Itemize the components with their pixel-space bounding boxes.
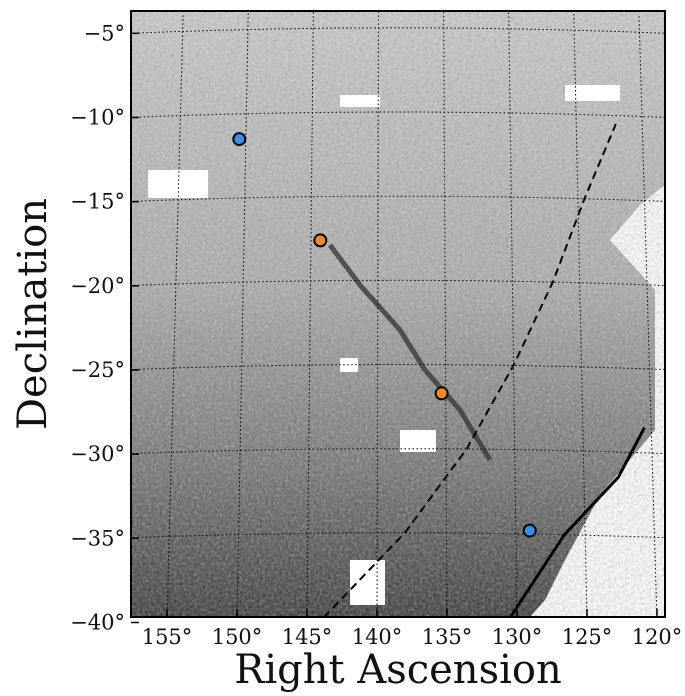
x-tick-label-1: 150° [212, 625, 263, 649]
x-tick-label-7: 120° [632, 625, 683, 649]
x-tick-label-4: 135° [422, 625, 473, 649]
data-point-s1-0 [313, 233, 328, 248]
grid-meridian-5 [508, 11, 518, 617]
gap-3 [340, 95, 380, 107]
y-axis-label: Declination [10, 198, 56, 430]
density-map [131, 11, 665, 617]
gap-6 [148, 170, 208, 198]
plot-frame [130, 10, 666, 618]
x-tick-label-6: 125° [562, 625, 613, 649]
boundary-curves [323, 123, 646, 617]
x-tick-label-5: 130° [492, 625, 543, 649]
data-point-s0-1 [522, 523, 537, 538]
grid-meridian-3 [376, 11, 379, 617]
y-tick-label-3: −20° [70, 274, 125, 298]
gap-1 [400, 430, 436, 452]
x-axis-label: Right Ascension [234, 647, 561, 693]
data-point-s0-0 [232, 132, 247, 147]
y-tick-label-0: −5° [84, 21, 125, 45]
x-tick-label-0: 155° [142, 625, 193, 649]
grid-parallel-0 [131, 27, 665, 34]
coordinate-grid [131, 11, 665, 617]
grid-meridian-1 [236, 12, 249, 617]
y-tick-label-6: −35° [70, 526, 125, 550]
marker-points [232, 132, 537, 538]
curve-solid-1 [508, 427, 646, 617]
gap-5 [350, 560, 385, 605]
grid-parallel-2 [131, 195, 665, 202]
grid-parallel-6 [131, 532, 665, 539]
data-point-s1-1 [434, 386, 449, 401]
y-tick-label-1: −10° [70, 106, 125, 130]
y-tick-label-4: −25° [70, 358, 125, 382]
x-tick-label-3: 140° [352, 625, 403, 649]
y-tick-label-7: −40° [70, 611, 125, 635]
density-texture [131, 11, 665, 617]
gap-2 [340, 358, 358, 372]
grid-parallel-3 [131, 279, 665, 286]
stream-streak [328, 243, 493, 462]
x-tick-label-2: 145° [282, 625, 333, 649]
gap-4 [565, 85, 620, 101]
grid-meridian-7 [638, 15, 658, 617]
grid-parallel-5 [131, 448, 665, 455]
y-tick-labels: −5° −10° −15° −20° −25° −30° −35° −40° [70, 21, 139, 635]
y-tick-label-2: −15° [70, 190, 125, 214]
x-tick-labels: 155° 150° 145° 140° 135° 130° 125° 120° [142, 609, 683, 649]
y-tick-label-5: −30° [70, 442, 125, 466]
curve-dashed-0 [323, 123, 617, 617]
grid-parallel-4 [131, 364, 665, 371]
